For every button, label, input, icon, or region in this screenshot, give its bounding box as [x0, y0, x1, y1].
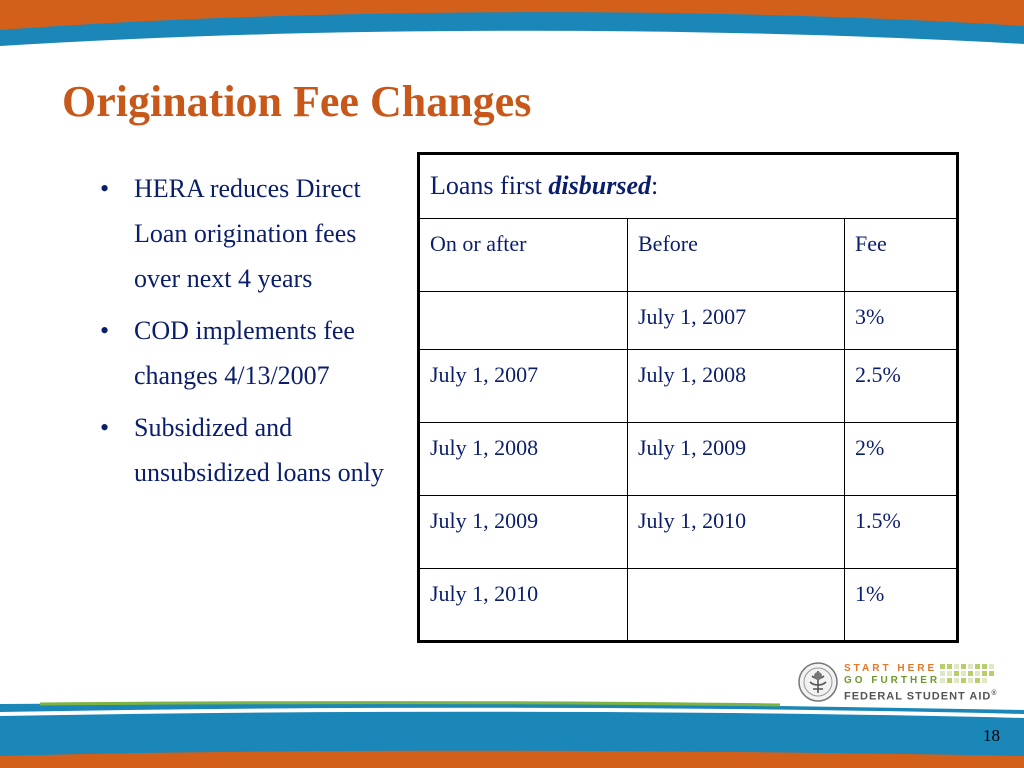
bullet-text: Subsidized and unsubsidized loans only: [134, 413, 384, 487]
slide-title: Origination Fee Changes: [62, 77, 532, 126]
table-cell: July 1, 2009: [418, 495, 628, 569]
table-row: July 1, 2008 July 1, 2009 2%: [418, 422, 958, 496]
footer-band: [0, 701, 1024, 768]
table-cell: July 1, 2007: [627, 291, 845, 350]
header-suffix: :: [651, 171, 659, 200]
bullet-item: • Subsidized and unsubsidized loans only: [100, 405, 400, 495]
bullet-dot-icon: •: [100, 174, 110, 203]
table-cell: [418, 291, 628, 350]
column-header-row: On or after Before Fee: [418, 218, 958, 292]
table-cell: July 1, 2010: [627, 495, 845, 569]
table-cell: July 1, 2007: [418, 349, 628, 423]
table-cell: [627, 568, 845, 642]
table-header-row: Loans first disbursed:: [418, 153, 958, 219]
logo-line-3: FEDERAL STUDENT AID®: [844, 690, 998, 703]
table-header-cell: Loans first disbursed:: [418, 153, 958, 219]
bullet-dot-icon: •: [100, 316, 110, 345]
fee-table: Loans first disbursed: On or after Befor…: [417, 152, 959, 643]
table-cell: 1%: [844, 568, 958, 642]
table-cell: 1.5%: [844, 495, 958, 569]
header-emphasis: disbursed: [548, 171, 651, 200]
table-cell: 3%: [844, 291, 958, 350]
bullet-list: • HERA reduces Direct Loan origination fe…: [100, 166, 400, 502]
department-seal-icon: [798, 662, 838, 702]
table-cell: July 1, 2008: [627, 349, 845, 423]
table-row: July 1, 2009 July 1, 2010 1.5%: [418, 495, 958, 569]
bullet-text: HERA reduces Direct Loan origination fee…: [134, 174, 361, 293]
logo-line-2: GO FURTHER: [844, 675, 941, 686]
table-cell: 2.5%: [844, 349, 958, 423]
header-band: [0, 0, 1024, 62]
pixel-grid-icon: [940, 664, 994, 683]
table-row: July 1, 2007 July 1, 2008 2.5%: [418, 349, 958, 423]
table-row: July 1, 2007 3%: [418, 291, 958, 350]
federal-student-aid-logo: START HERE GO FURTHER FEDERAL STUDENT AI…: [798, 660, 998, 706]
table-cell: 2%: [844, 422, 958, 496]
table-cell: July 1, 2008: [418, 422, 628, 496]
table-row: July 1, 2010 1%: [418, 568, 958, 642]
table-cell: July 1, 2010: [418, 568, 628, 642]
bullet-item: • COD implements fee changes 4/13/2007: [100, 308, 400, 398]
header-prefix: Loans first: [430, 171, 549, 200]
logo-wordmark: START HERE GO FURTHER FEDERAL STUDENT AI…: [844, 663, 998, 704]
bullet-text: COD implements fee changes 4/13/2007: [134, 316, 355, 390]
bullet-item: • HERA reduces Direct Loan origination fe…: [100, 166, 400, 301]
column-header: On or after: [418, 218, 628, 292]
bullet-dot-icon: •: [100, 413, 110, 442]
logo-line-1: START HERE: [844, 663, 938, 674]
page-number: 18: [983, 726, 1000, 745]
column-header: Before: [627, 218, 845, 292]
table-cell: July 1, 2009: [627, 422, 845, 496]
column-header: Fee: [844, 218, 958, 292]
